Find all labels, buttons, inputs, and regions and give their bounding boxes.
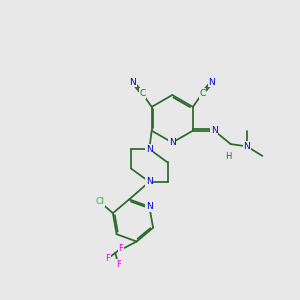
Text: C: C (139, 89, 146, 98)
Text: N: N (146, 177, 153, 186)
Text: F: F (105, 254, 110, 263)
Text: N: N (211, 126, 218, 135)
Text: C: C (199, 89, 206, 98)
Text: H: H (225, 152, 231, 161)
Text: N: N (244, 142, 250, 151)
Text: F: F (116, 260, 121, 268)
Text: N: N (208, 78, 215, 87)
Text: N: N (146, 145, 153, 154)
Text: N: N (129, 78, 136, 87)
Text: Cl: Cl (96, 197, 105, 206)
Text: N: N (169, 138, 176, 147)
Text: F: F (118, 244, 123, 253)
Text: N: N (146, 202, 153, 211)
